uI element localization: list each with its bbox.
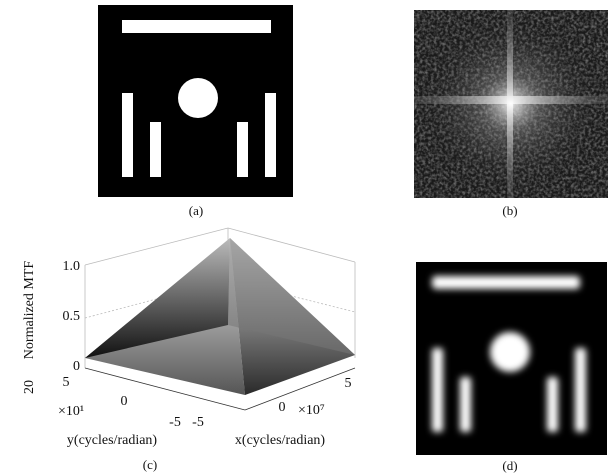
- panel-label: (b): [502, 203, 517, 218]
- y-tick-label: 5: [63, 375, 70, 390]
- shape: [265, 93, 276, 177]
- panel-a: (a): [98, 5, 293, 218]
- panel-c: 1.0 0.5 0 Normalized MTF 20 5 0 -5 ×10¹ …: [22, 228, 355, 472]
- x-tick-label: 0: [279, 400, 286, 415]
- x-exponent: ×10⁷: [298, 403, 325, 418]
- spectrum-center: [414, 10, 608, 198]
- shape: [178, 78, 218, 118]
- x-tick-label: 5: [345, 376, 352, 391]
- z-prefix: 20: [22, 380, 37, 394]
- y-tick-label: 0: [121, 394, 128, 409]
- z-tick-label: 1.0: [63, 259, 81, 274]
- z-axis-label: Normalized MTF: [22, 261, 37, 360]
- shape: [122, 20, 271, 33]
- shape: [237, 122, 248, 177]
- y-tick-label: -5: [169, 415, 181, 430]
- panel-b: (b): [414, 10, 608, 218]
- y-axis-label: y(cycles/radian): [67, 433, 158, 448]
- x-axis-label: x(cycles/radian): [235, 433, 326, 448]
- panel-label: (a): [189, 203, 203, 218]
- x-tick-label: -5: [192, 415, 204, 430]
- shape: [122, 93, 133, 177]
- panel-label: (d): [502, 458, 517, 473]
- z-tick-label: 0.5: [63, 309, 81, 324]
- z-tick-label: 0: [73, 359, 80, 374]
- figure: (a) (b) 1.0 0.5 0 Normalized MTF: [0, 0, 609, 475]
- panel-d: (d): [416, 262, 607, 473]
- panel-label: (c): [143, 457, 157, 472]
- y-exponent: ×10¹: [58, 404, 84, 419]
- shape: [150, 122, 161, 177]
